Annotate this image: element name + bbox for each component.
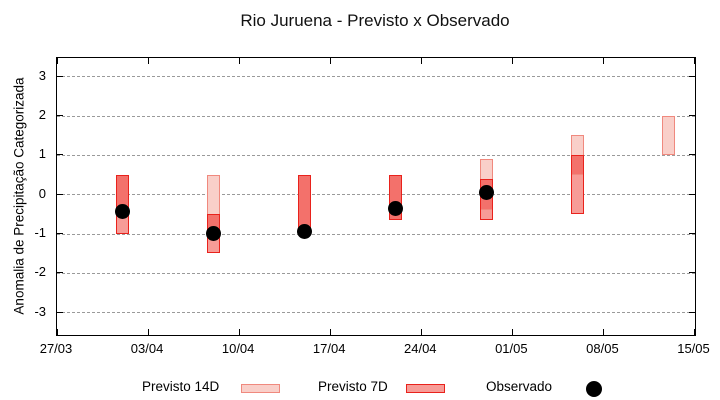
- y-tick-mark: [689, 115, 695, 117]
- observed-dot: [205, 226, 221, 242]
- x-tick-mark: [694, 58, 695, 64]
- x-tick-mark: [238, 329, 240, 335]
- y-tick-label: -1: [34, 225, 46, 241]
- gridline: [57, 272, 695, 274]
- x-tick-mark: [147, 329, 149, 335]
- y-tick-label: 0: [38, 185, 46, 201]
- x-tick-mark: [420, 58, 422, 64]
- observed-dot: [296, 224, 312, 240]
- y-tick-mark: [57, 154, 63, 156]
- previsto-14d-outline: [661, 115, 675, 155]
- x-tick-mark: [602, 329, 604, 335]
- x-tick-label: 10/04: [221, 341, 255, 356]
- y-tick-label: 1: [38, 146, 46, 162]
- plot-area: [56, 57, 696, 336]
- y-tick-mark: [689, 233, 695, 235]
- x-tick-label: 27/03: [39, 341, 73, 356]
- y-tick-mark: [57, 311, 63, 313]
- legend-previsto-14d-swatch: [241, 384, 280, 393]
- x-tick-label: 17/04: [312, 341, 346, 356]
- x-tick-mark: [602, 58, 604, 64]
- gridline: [57, 233, 695, 235]
- legend-previsto-7d-label: Previsto 7D: [318, 379, 388, 394]
- y-tick-mark: [57, 115, 63, 117]
- x-tick-mark: [420, 329, 422, 335]
- y-tick-mark: [57, 193, 63, 195]
- legend-previsto-7d-swatch: [406, 384, 445, 393]
- x-tick-label: 01/05: [495, 341, 528, 356]
- y-tick-label: -3: [34, 303, 46, 319]
- previsto-7d-outline: [570, 154, 584, 214]
- x-tick-mark: [329, 329, 331, 335]
- observed-dot: [114, 204, 130, 220]
- y-tick-mark: [689, 193, 695, 195]
- gridline: [57, 115, 695, 117]
- gridline: [57, 76, 695, 78]
- y-tick-mark: [57, 75, 63, 77]
- observed-dot: [387, 200, 403, 216]
- y-tick-label: 2: [38, 107, 46, 123]
- gridline: [57, 154, 695, 156]
- forecast-overlap-region: [115, 174, 129, 214]
- previsto-14d-box: [661, 115, 675, 155]
- gridline: [57, 312, 695, 314]
- x-tick-mark: [56, 58, 58, 64]
- y-tick-mark: [689, 154, 695, 156]
- y-tick-label: -2: [34, 264, 46, 280]
- legend-observado-label: Observado: [486, 379, 553, 394]
- x-tick-mark: [694, 329, 695, 335]
- x-tick-mark: [329, 58, 331, 64]
- y-tick-mark: [57, 233, 63, 235]
- y-tick-mark: [689, 311, 695, 313]
- previsto-7d-outline: [115, 174, 129, 234]
- forecast-overlap-region: [297, 174, 311, 234]
- x-tick-mark: [147, 58, 149, 64]
- x-tick-label: 15/05: [677, 341, 710, 356]
- x-tick-mark: [511, 58, 513, 64]
- gridline: [57, 194, 695, 196]
- previsto-7d-outline: [388, 174, 402, 220]
- chart-title: Rio Juruena - Previsto x Observado: [240, 11, 510, 30]
- x-tick-label: 24/04: [404, 341, 437, 356]
- y-tick-mark: [689, 272, 695, 274]
- x-tick-label: 03/04: [130, 341, 164, 356]
- x-tick-label: 08/05: [586, 341, 619, 356]
- forecast-overlap-region: [570, 154, 584, 175]
- x-tick-mark: [238, 58, 240, 64]
- previsto-7d-outline: [479, 178, 493, 220]
- y-tick-label: 3: [38, 67, 46, 83]
- y-tick-mark: [57, 272, 63, 274]
- x-tick-mark: [56, 329, 58, 335]
- y-tick-mark: [689, 75, 695, 77]
- x-tick-mark: [511, 329, 513, 335]
- legend-previsto-14d-label: Previsto 14D: [142, 379, 220, 394]
- previsto-14d-outline: [570, 135, 584, 175]
- observed-dot: [478, 184, 494, 200]
- legend-observado-swatch: [586, 381, 602, 397]
